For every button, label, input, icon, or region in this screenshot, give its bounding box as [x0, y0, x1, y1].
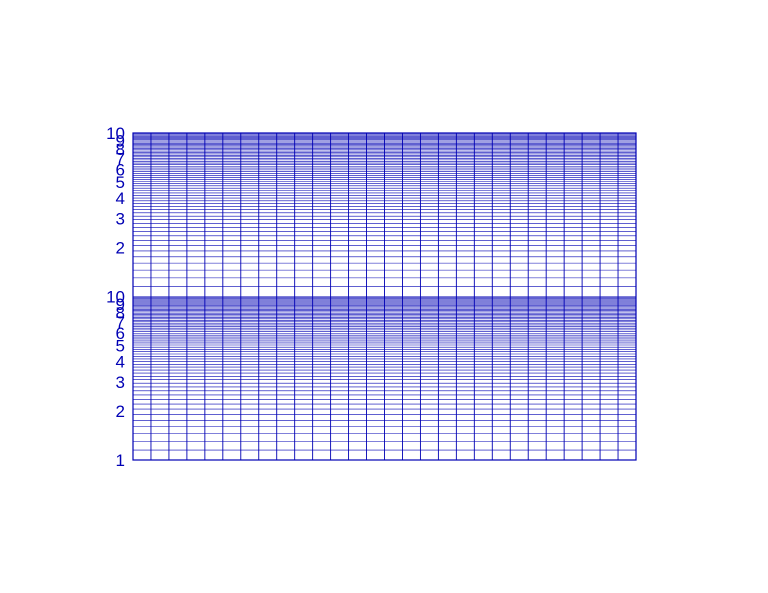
y-tick-label: 9 — [116, 131, 125, 150]
y-tick-label: 3 — [116, 209, 125, 228]
y-tick-label: 9 — [116, 295, 125, 314]
y-tick-label: 7 — [116, 149, 125, 168]
y-tick-label: 6 — [116, 324, 125, 343]
y-tick-label: 2 — [116, 402, 125, 421]
y-tick-label: 7 — [116, 313, 125, 332]
y-tick-label: 8 — [116, 140, 125, 159]
y-tick-label: 1 — [116, 451, 125, 470]
y-tick-label: 6 — [116, 160, 125, 179]
y-tick-label: 10 — [106, 124, 125, 143]
y-tick-label: 10 — [106, 288, 125, 307]
y-tick-label: 3 — [116, 373, 125, 392]
y-tick-label: 5 — [116, 173, 125, 192]
y-tick-label: 5 — [116, 337, 125, 356]
horizontal-grid — [133, 133, 636, 461]
y-tick-label: 4 — [116, 353, 125, 372]
y-tick-label: 2 — [116, 238, 125, 257]
plot-frame — [132, 132, 637, 461]
y-tick-label: 8 — [116, 303, 125, 322]
y-tick-label: 4 — [116, 189, 125, 208]
